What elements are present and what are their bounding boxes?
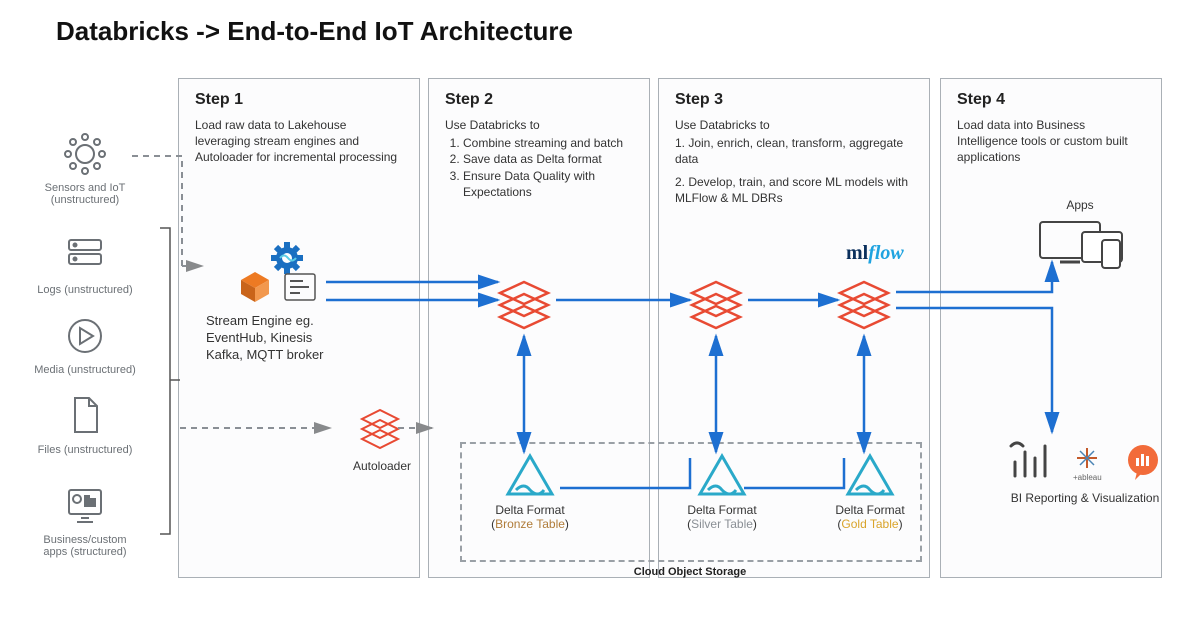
delta-sub: (Gold Table) xyxy=(820,517,920,531)
step-2-item-1: Combine streaming and batch xyxy=(463,135,633,151)
step-1-desc: Load raw data to Lakehouse leveraging st… xyxy=(195,117,403,166)
autoloader-label: Autoloader xyxy=(342,459,422,473)
mlflow-flow: flow xyxy=(868,242,904,264)
apps-devices-icon xyxy=(1030,216,1130,270)
page-title: Databricks -> End-to-End IoT Architectur… xyxy=(56,16,573,47)
delta-silver: Delta Format(Silver Table) xyxy=(672,452,772,531)
step-2-item-3: Ensure Data Quality with Expectations xyxy=(463,168,633,200)
delta-sub: (Bronze Table) xyxy=(480,517,580,531)
apps-label: Apps xyxy=(1020,198,1140,212)
step-4-title: Step 4 xyxy=(957,91,1145,109)
cloud-object-storage-label: Cloud Object Storage xyxy=(590,566,790,578)
stream-engine-icons xyxy=(211,236,331,306)
bi-icons: +ableau xyxy=(1005,436,1165,486)
databricks-cube-2 xyxy=(688,280,744,339)
stream-engine-label: Stream Engine eg. EventHub, Kinesis Kafk… xyxy=(206,313,336,364)
autoloader-block: Autoloader xyxy=(342,406,422,473)
mlflow-ml: ml xyxy=(846,242,868,264)
databricks-cube-3 xyxy=(836,280,892,339)
delta-icon xyxy=(694,452,750,500)
source-logs: Logs (unstructured) xyxy=(30,232,140,296)
bi-label: BI Reporting & Visualization xyxy=(1000,491,1170,505)
svg-text:+ableau: +ableau xyxy=(1073,473,1102,482)
delta-title: Delta Format xyxy=(480,503,580,517)
source-label: Business/custom apps (structured) xyxy=(30,534,140,558)
source-sensors: Sensors and IoT (unstructured) xyxy=(30,130,140,206)
step-2-item-2: Save data as Delta format xyxy=(463,151,633,167)
step-3-item-2: 2. Develop, train, and score ML models w… xyxy=(675,174,913,206)
delta-icon xyxy=(842,452,898,500)
source-label: Media (unstructured) xyxy=(30,364,140,376)
source-apps: Business/custom apps (structured) xyxy=(30,482,140,558)
mlflow-label: mlflow xyxy=(846,242,904,265)
step-3-title: Step 3 xyxy=(675,91,913,109)
delta-title: Delta Format xyxy=(820,503,920,517)
apps-block: Apps xyxy=(1020,198,1140,273)
step-3-desc: Use Databricks to xyxy=(675,117,913,133)
source-media: Media (unstructured) xyxy=(30,312,140,376)
source-label: Logs (unstructured) xyxy=(30,284,140,296)
source-files: Files (unstructured) xyxy=(30,392,140,456)
step-2-desc: Use Databricks to xyxy=(445,117,633,133)
databricks-cube-1 xyxy=(496,280,552,339)
sensors-icon xyxy=(61,130,109,178)
autoloader-icon xyxy=(354,406,410,456)
delta-sub: (Silver Table) xyxy=(672,517,772,531)
bi-block: +ableau BI Reporting & Visualization xyxy=(1000,436,1170,505)
source-label: Files (unstructured) xyxy=(30,444,140,456)
logs-icon xyxy=(61,232,109,280)
apps-icon xyxy=(61,482,109,530)
files-icon xyxy=(61,392,109,440)
delta-gold: Delta Format(Gold Table) xyxy=(820,452,920,531)
step-4-desc: Load data into Business Intelligence too… xyxy=(957,117,1145,166)
step-2-title: Step 2 xyxy=(445,91,633,109)
step-3-item-1: 1. Join, enrich, clean, transform, aggre… xyxy=(675,135,913,167)
delta-icon xyxy=(502,452,558,500)
source-label: Sensors and IoT (unstructured) xyxy=(30,182,140,206)
step-1-title: Step 1 xyxy=(195,91,403,109)
delta-bronze: Delta Format(Bronze Table) xyxy=(480,452,580,531)
delta-title: Delta Format xyxy=(672,503,772,517)
media-icon xyxy=(61,312,109,360)
stream-engine-block: Stream Engine eg. EventHub, Kinesis Kafk… xyxy=(206,236,336,364)
